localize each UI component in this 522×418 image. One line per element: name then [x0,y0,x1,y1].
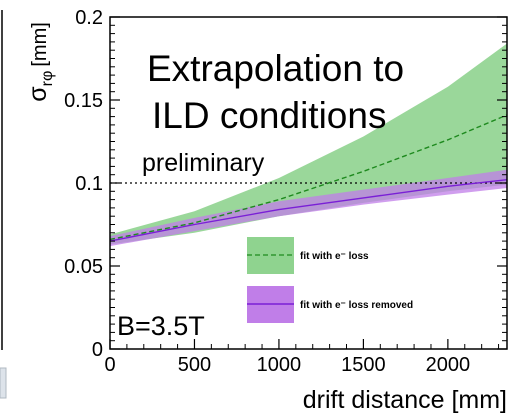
left-panel-corner [0,367,7,399]
x-tick-label-1500: 1500 [341,354,386,376]
x-tick-label-500: 500 [178,354,211,376]
axis-ticks: 0 500 1000 1500 2000 0 0.05 0.1 0.15 0.2 [64,7,507,376]
y-axis-title: σrφ [mm] [24,22,56,102]
annotation-preliminary: preliminary [142,149,265,177]
y-tick-label-0.2: 0.2 [75,7,103,29]
annotation-field: B=3.5T [117,311,205,341]
svg-text:σrφ[mm]: σrφ [mm] [24,22,56,102]
line-series-0 [109,114,508,241]
line-series-1 [109,178,508,242]
y-tick-label-0.1: 0.1 [75,173,103,195]
annotation-title-line1: Extrapolation to [147,48,404,89]
legend-label-purple: fit with e⁻ loss removed [300,300,413,311]
x-tick-label-0: 0 [104,354,115,376]
y-axis-unit: [mm] [29,22,51,66]
y-tick-label-0.15: 0.15 [64,90,103,112]
band-series-1 [110,169,507,247]
x-axis-title: drift distance [mm] [303,386,507,414]
x-tick-label-1000: 1000 [257,354,302,376]
legend-swatch-green [247,237,294,274]
y-tick-label-0.05: 0.05 [64,256,103,278]
fit-lines [109,114,508,242]
y-axis-symbol: σ [24,86,52,102]
legend-label-green: fit with e⁻ loss [300,251,369,262]
x-tick-label-2000: 2000 [426,354,471,376]
y-tick-label-0: 0 [92,339,103,361]
y-axis-subscript: rφ [39,71,56,87]
legend: fit with e⁻ loss fit with e⁻ loss remove… [247,237,413,323]
uncertainty-bands [110,43,507,247]
annotation-title-line2: ILD conditions [152,95,386,136]
